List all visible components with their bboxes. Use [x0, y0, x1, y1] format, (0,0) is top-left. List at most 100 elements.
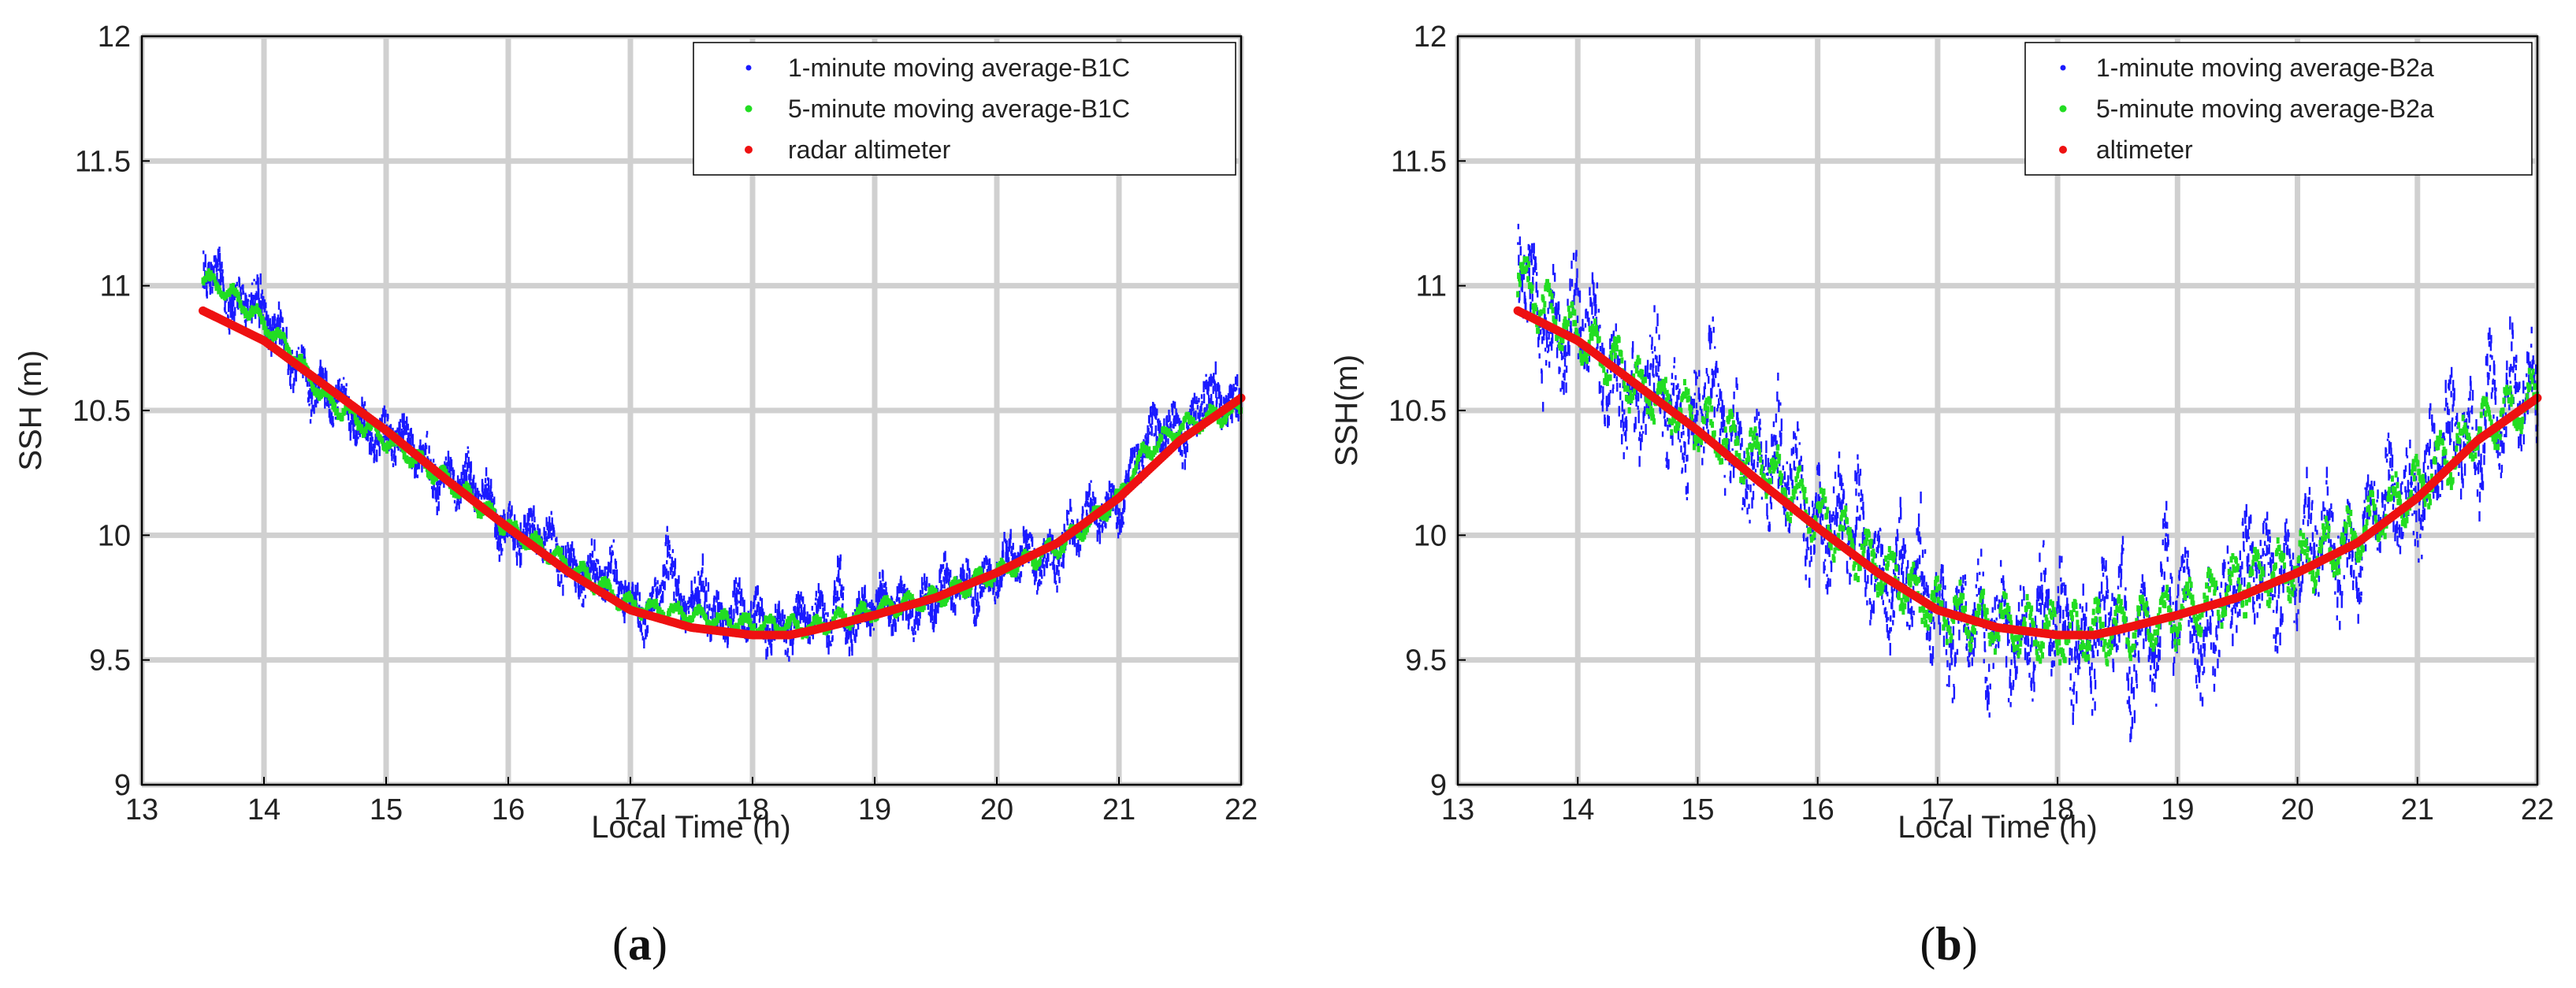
data-point	[815, 590, 818, 597]
data-point	[1552, 298, 1554, 306]
data-point	[1117, 532, 1120, 539]
data-point	[1597, 308, 1600, 313]
data-point	[1089, 504, 1091, 514]
data-point	[687, 611, 690, 615]
data-point	[746, 617, 750, 624]
data-point	[947, 578, 950, 585]
data-point	[706, 604, 708, 609]
data-point	[470, 471, 472, 481]
data-point	[737, 589, 740, 595]
data-point	[1538, 353, 1541, 359]
data-point	[1593, 282, 1595, 296]
data-point	[668, 540, 671, 544]
data-point	[911, 626, 913, 632]
data-point	[250, 300, 252, 304]
data-point	[1144, 444, 1148, 451]
data-point	[225, 297, 229, 302]
data-point	[548, 527, 551, 539]
data-point	[941, 564, 943, 568]
data-point	[959, 592, 961, 600]
data-point	[654, 577, 656, 581]
data-point	[612, 569, 615, 575]
data-point	[637, 622, 640, 628]
data-point	[1147, 427, 1150, 433]
data-point	[1150, 406, 1153, 409]
data-point	[413, 444, 415, 449]
data-point	[1012, 542, 1014, 550]
data-point	[1054, 573, 1057, 583]
data-point	[1086, 500, 1089, 507]
data-point	[1069, 499, 1072, 511]
data-point	[1195, 400, 1198, 404]
data-point	[1637, 436, 1641, 441]
data-point	[570, 552, 573, 563]
data-point	[840, 607, 844, 615]
data-point	[1184, 415, 1188, 422]
data-point	[1612, 330, 1615, 339]
data-point	[611, 552, 615, 555]
data-point	[237, 296, 241, 303]
data-point	[662, 611, 666, 618]
data-point	[779, 622, 781, 626]
data-point	[474, 490, 478, 502]
data-point	[1192, 408, 1195, 411]
data-point	[763, 621, 767, 628]
data-point	[1533, 243, 1535, 254]
data-point	[1099, 525, 1102, 528]
data-point	[307, 390, 310, 403]
data-point	[571, 558, 574, 570]
data-point	[966, 574, 968, 579]
data-point	[591, 550, 594, 558]
data-point	[411, 433, 414, 446]
data-point	[340, 388, 343, 394]
data-point	[370, 442, 373, 455]
data-point	[368, 442, 371, 455]
data-point	[248, 294, 251, 298]
data-point	[827, 635, 831, 644]
data-point	[830, 643, 832, 647]
data-point	[214, 258, 216, 262]
data-point	[437, 501, 440, 511]
data-point	[1189, 404, 1192, 407]
data-point	[499, 534, 502, 548]
data-point	[1162, 444, 1165, 447]
data-point	[1570, 321, 1572, 330]
data-point	[465, 453, 467, 465]
data-point	[687, 605, 690, 611]
data-point	[313, 404, 315, 414]
data-point	[1191, 399, 1193, 409]
data-point	[213, 276, 217, 283]
data-point	[1055, 543, 1058, 555]
data-point	[1155, 446, 1159, 453]
data-point	[879, 571, 881, 579]
data-point	[1650, 397, 1652, 407]
data-point	[724, 634, 727, 638]
data-point	[211, 286, 214, 294]
data-point	[607, 567, 609, 577]
data-point	[838, 578, 841, 586]
data-point	[1014, 570, 1018, 577]
data-point	[1649, 362, 1652, 368]
data-point	[841, 584, 843, 592]
data-point	[690, 597, 693, 609]
data-point	[785, 637, 788, 644]
data-point	[485, 484, 487, 498]
data-point	[533, 524, 536, 531]
data-point	[1066, 518, 1069, 526]
data-point	[396, 427, 399, 432]
data-point	[574, 582, 577, 593]
data-point	[1637, 392, 1640, 402]
data-point	[1550, 337, 1553, 351]
data-point	[1591, 303, 1593, 315]
data-point	[793, 606, 795, 611]
data-point	[1094, 522, 1096, 525]
data-point	[953, 576, 957, 583]
data-point	[1608, 355, 1611, 363]
data-point	[225, 311, 228, 314]
data-point	[1653, 346, 1656, 351]
data-point	[1002, 541, 1004, 551]
data-point	[979, 567, 983, 574]
data-point	[498, 554, 501, 563]
data-point	[677, 600, 681, 607]
data-point	[993, 581, 995, 591]
